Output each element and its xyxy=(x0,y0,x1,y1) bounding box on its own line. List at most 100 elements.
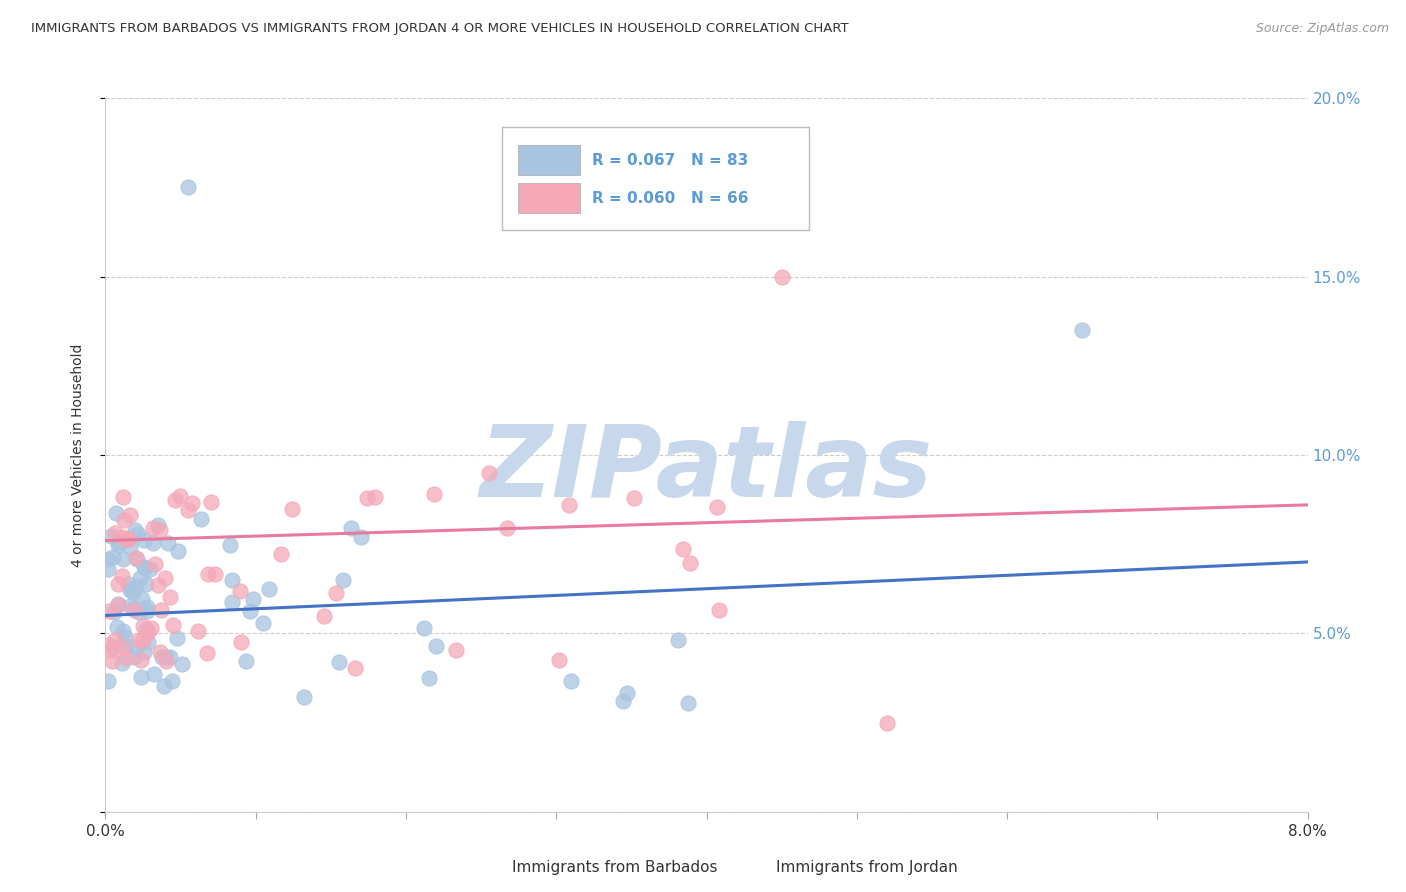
Point xyxy=(221,573,243,587)
Point xyxy=(169,489,191,503)
Point xyxy=(676,696,699,710)
Point xyxy=(200,494,222,508)
Point xyxy=(120,599,142,613)
Point xyxy=(104,506,127,520)
Point xyxy=(238,604,260,618)
Point xyxy=(111,640,134,655)
Point xyxy=(139,621,162,635)
Point xyxy=(136,599,159,614)
Point xyxy=(128,632,150,647)
Point xyxy=(127,552,149,566)
Point xyxy=(418,671,440,685)
Point xyxy=(235,654,257,668)
Point xyxy=(98,604,121,618)
Point xyxy=(118,541,141,555)
Point xyxy=(155,650,177,665)
Point xyxy=(157,535,180,549)
Point xyxy=(117,577,139,591)
Bar xyxy=(465,858,505,878)
Point xyxy=(167,544,190,558)
Point xyxy=(100,529,122,543)
Point xyxy=(132,619,155,633)
Point xyxy=(114,630,136,644)
Text: Immigrants from Jordan: Immigrants from Jordan xyxy=(776,860,957,875)
Point xyxy=(148,523,170,537)
Point xyxy=(107,577,129,591)
Point xyxy=(672,542,695,557)
Point xyxy=(97,638,120,652)
Point xyxy=(112,552,135,566)
Point xyxy=(118,532,141,546)
Point xyxy=(177,180,200,194)
Point xyxy=(350,530,373,544)
FancyBboxPatch shape xyxy=(517,145,581,175)
Point xyxy=(104,633,127,648)
Text: ZIPatlas: ZIPatlas xyxy=(479,421,934,517)
Point xyxy=(124,649,146,664)
Point xyxy=(149,645,172,659)
Y-axis label: 4 or more Vehicles in Household: 4 or more Vehicles in Household xyxy=(70,343,84,566)
Point xyxy=(770,269,793,284)
Point xyxy=(114,651,136,665)
Point xyxy=(252,616,274,631)
Point xyxy=(107,538,129,552)
Point xyxy=(124,602,146,616)
Point xyxy=(332,574,354,588)
Point xyxy=(153,571,176,585)
Text: Source: ZipAtlas.com: Source: ZipAtlas.com xyxy=(1256,22,1389,36)
Point xyxy=(155,654,177,668)
Point xyxy=(159,649,181,664)
Point xyxy=(122,584,145,599)
Point xyxy=(129,670,152,684)
Point xyxy=(356,491,378,506)
Bar xyxy=(731,858,769,878)
Point xyxy=(1071,323,1094,337)
Point xyxy=(129,652,152,666)
Point xyxy=(107,598,129,612)
Text: Immigrants from Barbados: Immigrants from Barbados xyxy=(512,860,717,875)
Point xyxy=(197,567,219,582)
Point xyxy=(328,655,350,669)
Point xyxy=(495,521,517,535)
Point xyxy=(325,585,347,599)
Point xyxy=(134,560,156,574)
Point xyxy=(162,618,184,632)
Point xyxy=(146,578,169,592)
Point xyxy=(197,646,219,660)
Point xyxy=(143,557,166,571)
Point xyxy=(97,551,120,566)
Point xyxy=(876,715,898,730)
Point xyxy=(231,635,253,649)
Point xyxy=(107,597,129,611)
Point xyxy=(176,503,198,517)
Point xyxy=(104,525,127,540)
Point xyxy=(444,642,467,657)
Point xyxy=(112,624,135,639)
Point xyxy=(150,603,173,617)
Point xyxy=(180,496,202,510)
Point xyxy=(127,640,149,654)
Point xyxy=(111,530,134,544)
Point xyxy=(142,520,165,534)
Point xyxy=(547,652,569,666)
Point xyxy=(204,566,226,581)
Point xyxy=(612,693,634,707)
Point xyxy=(152,679,174,693)
Point xyxy=(118,508,141,523)
Point xyxy=(111,491,134,505)
Point xyxy=(125,579,148,593)
Point xyxy=(112,513,135,527)
Point xyxy=(97,673,120,688)
Point xyxy=(134,622,156,636)
Point xyxy=(135,577,157,591)
Point xyxy=(616,686,638,700)
Point xyxy=(242,592,264,607)
Point xyxy=(706,500,728,515)
Point xyxy=(163,492,186,507)
Point xyxy=(139,562,162,576)
Point xyxy=(125,551,148,566)
Point xyxy=(117,532,139,546)
FancyBboxPatch shape xyxy=(517,183,581,213)
Point xyxy=(124,524,146,538)
Point xyxy=(172,657,194,671)
